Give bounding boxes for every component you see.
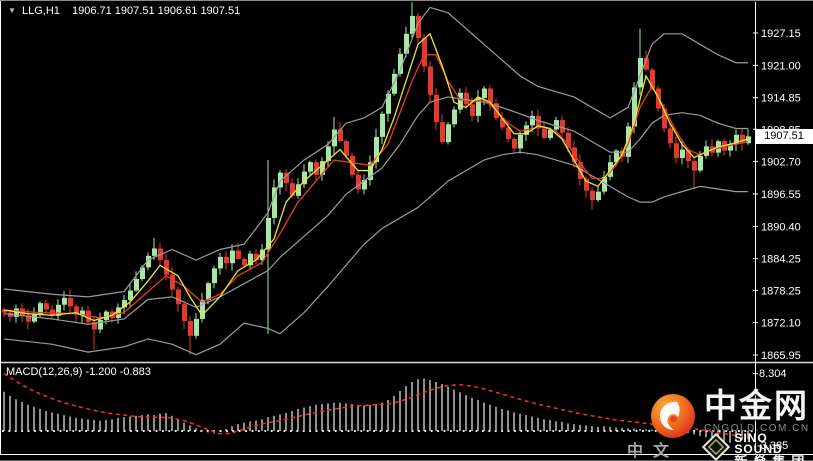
window-left-border <box>0 1 1 454</box>
symbol-dropdown-icon[interactable]: ▼ <box>8 6 16 15</box>
current-price-tag: 1907.51 <box>755 129 813 145</box>
macd-scale-max-label: 8.304 <box>759 368 787 380</box>
window-bottom-border <box>0 454 813 455</box>
ohlc-values: 1906.71 1907.51 1906.61 1907.51 <box>71 5 241 17</box>
window-top-border <box>0 0 813 1</box>
chart-header: LLG,H1 1906.71 1907.51 1906.61 1907.51 <box>22 5 240 17</box>
macd-indicator-label: MACD(12,26,9) -1.200 -0.883 <box>6 366 151 378</box>
watermark-row2: 中文财 SINO SOUND 新燊集团 <box>627 431 813 461</box>
price-axis-label: 1902.70 <box>761 157 801 169</box>
price-axis-label: 1890.40 <box>761 221 801 233</box>
watermark-cn-finance-label: 中文财 <box>627 443 680 460</box>
price-axis-label: 1865.95 <box>761 350 801 362</box>
watermark: 中金网 CNGOLD.COM.CN <box>648 387 810 441</box>
cngold-logo-icon <box>648 391 698 441</box>
symbol-timeframe-label: LLG,H1 <box>22 5 60 17</box>
macd-panel-layer <box>2 373 753 443</box>
price-axis-label: 1914.85 <box>761 93 801 105</box>
price-axis-label: 1884.25 <box>761 254 801 266</box>
price-axis[interactable]: 1927.151921.001914.851908.851902.701896.… <box>753 2 801 454</box>
watermark-site: CNGOLD.COM.CN <box>704 423 810 434</box>
sinosound-diamond-icon <box>702 432 731 461</box>
price-axis-label: 1872.10 <box>761 318 801 330</box>
main-chart-layer <box>2 2 751 356</box>
price-axis-label: 1921.00 <box>761 60 801 72</box>
watermark-text: 中金网 CNGOLD.COM.CN <box>704 387 810 434</box>
macd-scale-min-label: -3.385 <box>757 440 789 452</box>
price-axis-label: 1927.15 <box>761 28 801 40</box>
price-axis-label: 1878.25 <box>761 285 801 297</box>
watermark-brand: 中金网 <box>704 387 809 424</box>
watermark-group-cn: 新燊集团 <box>734 455 813 461</box>
price-axis-label: 1896.55 <box>761 189 801 201</box>
watermark-group-en: SINO SOUND <box>734 431 783 456</box>
